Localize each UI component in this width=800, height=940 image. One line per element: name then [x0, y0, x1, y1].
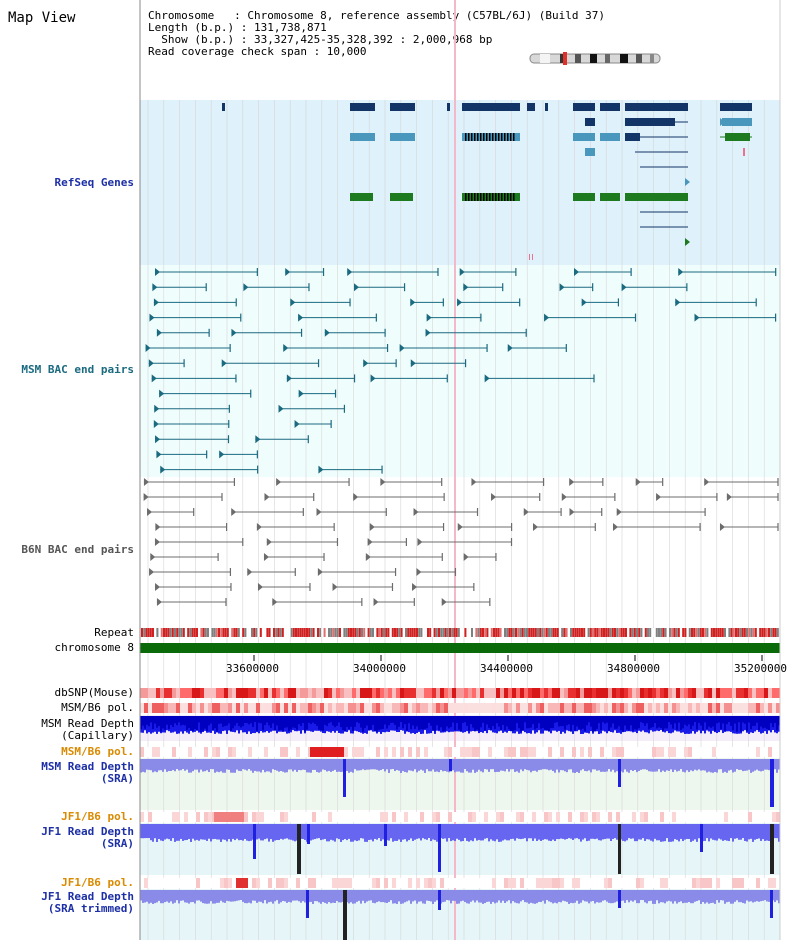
label-msm-depth-cap: MSM Read Depth (Capillary)	[41, 717, 134, 742]
info-length: Length (b.p.) : 131,738,871	[148, 21, 327, 34]
page-title: Map View	[8, 10, 76, 26]
label-msm-depth-sra: MSM Read Depth (SRA)	[41, 760, 134, 785]
refseq-genes[interactable]	[222, 103, 752, 260]
position-axis	[253, 655, 763, 661]
axis-tick-2: 34400000	[480, 662, 533, 675]
axis-tick-0: 33600000	[226, 662, 279, 675]
info-show: Show (b.p.) : 33,327,425-35,328,392 : 2,…	[148, 33, 493, 46]
axis-tick-4: 35200000	[734, 662, 787, 675]
b6n-bac-pairs[interactable]	[143, 478, 779, 606]
region-info: Chromosome : Chromosome 8, reference ass…	[148, 10, 605, 58]
label-jf1-depth-trim: JF1 Read Depth (SRA trimmed)	[41, 890, 134, 915]
chromosome-bar[interactable]	[140, 643, 780, 653]
heat-tracks[interactable]	[140, 688, 780, 888]
label-msm-bac: MSM BAC end pairs	[21, 363, 134, 376]
msm-bac-track-bg	[140, 265, 780, 477]
label-msm-b6-pol-2: MSM/B6 pol.	[61, 745, 134, 758]
info-chromosome: Chromosome : Chromosome 8, reference ass…	[148, 9, 605, 22]
axis-tick-3: 34800000	[607, 662, 660, 675]
label-chromosome: chromosome 8	[54, 641, 134, 654]
label-msm-b6-pol-1: MSM/B6 pol.	[61, 701, 134, 714]
label-jf1-depth-sra: JF1 Read Depth (SRA)	[41, 825, 134, 850]
info-span: Read coverage check span : 10,000	[148, 45, 367, 58]
depth-tracks[interactable]	[140, 716, 780, 940]
label-jf1-b6-pol-1: JF1/B6 pol.	[61, 810, 134, 823]
b6n-bac-track-bg	[140, 477, 780, 623]
axis-tick-1: 34000000	[353, 662, 406, 675]
label-dbsnp: dbSNP(Mouse)	[54, 686, 134, 699]
repeat-track[interactable]	[140, 628, 780, 637]
refseq-track-bg	[140, 100, 780, 265]
msm-bac-pairs[interactable]	[145, 268, 777, 474]
label-repeat: Repeat	[94, 626, 134, 639]
label-b6n-bac: B6N BAC end pairs	[21, 543, 134, 556]
label-refseq-genes: RefSeq Genes	[54, 176, 134, 189]
label-jf1-b6-pol-2: JF1/B6 pol.	[61, 876, 134, 889]
chromosome-ideogram[interactable]	[529, 52, 661, 65]
